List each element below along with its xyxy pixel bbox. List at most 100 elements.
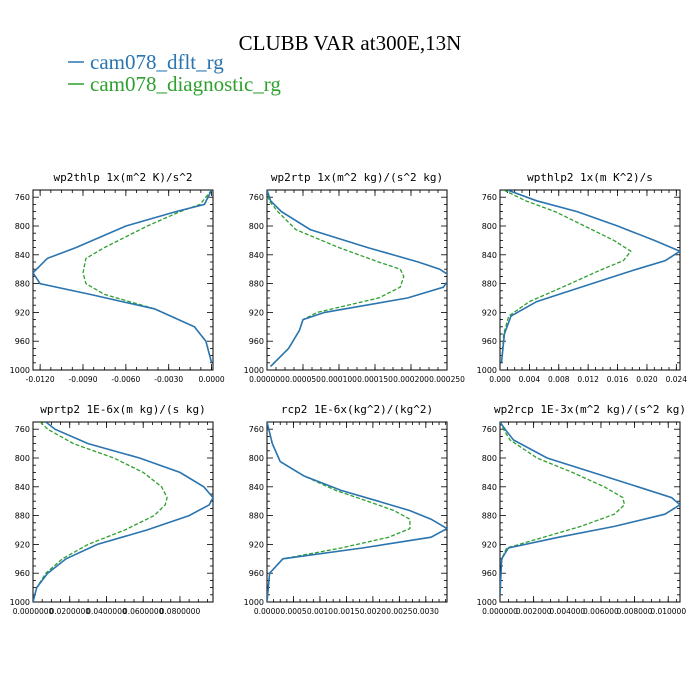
y-tick-label: 840 [249, 251, 264, 260]
y-tick-label: 1000 [477, 366, 497, 375]
panels: wp2thlp 1x(m^2 K)/s^2 760 800 840 880 920 960 1… [10, 171, 688, 616]
y-tick-label: 760 [482, 425, 497, 434]
y-tick-label: 920 [15, 308, 30, 317]
y-tick-label: 920 [15, 540, 30, 549]
y-tick-label: 1000 [244, 598, 264, 607]
series-line-diagnostic [500, 190, 632, 363]
x-tick-label: 0.0000 [198, 375, 224, 384]
series-line-dflt [267, 422, 447, 602]
series-line-dflt [33, 190, 213, 364]
x-tick-label: 0.004000 [549, 607, 585, 616]
panel-frame [499, 421, 681, 603]
y-tick-label: 920 [249, 540, 264, 549]
series-line-diagnostic [267, 422, 411, 602]
series-line-diagnostic [500, 422, 626, 595]
y-tick-label: 760 [15, 193, 30, 202]
panel-1: wp2thlp 1x(m^2 K)/s^2 760 800 840 880 920 960 1… [10, 171, 225, 384]
x-tick-label: -0.0060 [111, 375, 140, 384]
y-tick-label: 800 [15, 454, 30, 463]
y-tick-label: 880 [15, 512, 30, 521]
y-tick-label: 800 [249, 222, 264, 231]
x-tick-label: 0.008000 [617, 607, 653, 616]
x-tick-label: 0.0025 [386, 607, 412, 616]
x-tick-label: 0.0400000 [86, 607, 127, 616]
y-tick-label: 840 [15, 251, 30, 260]
x-tick-label: 0.0000 [254, 607, 280, 616]
panel-title: wpthlp2 1x(m K^2)/s [527, 171, 653, 184]
panel-5: rcp2 1E-6x(kg^2)/(kg^2) 760 800 840 880 920 96… [244, 403, 448, 616]
x-tick-label: 0.012 [577, 375, 599, 384]
x-tick-label: 0.024 [666, 375, 688, 384]
series-line-dflt [500, 190, 680, 363]
series-line-diagnostic [267, 190, 405, 367]
panel-2: wp2rtp 1x(m^2 kg)/(s^2 kg) 760 800 840 880 92… [244, 171, 465, 384]
x-tick-label: -0.0120 [26, 375, 55, 384]
y-tick-label: 800 [482, 222, 497, 231]
panel-title: wp2rcp 1E-3x(m^2 kg)/(s^2 kg) [494, 403, 686, 416]
y-tick-label: 800 [15, 222, 30, 231]
x-tick-label: 0.0800000 [160, 607, 201, 616]
y-tick-label: 1000 [10, 366, 30, 375]
y-tick-label: 840 [15, 483, 30, 492]
panel-6: wp2rcp 1E-3x(m^2 kg)/(s^2 kg) 760 800 840 88… [477, 403, 687, 616]
figure-title: CLUBB VAR at300E,13N [239, 31, 462, 55]
x-tick-label: 0.000050 [285, 375, 321, 384]
y-tick-label: 760 [482, 193, 497, 202]
panel-frame [499, 189, 681, 371]
x-tick-label: 0.000250 [429, 375, 465, 384]
y-tick-label: 1000 [10, 598, 30, 607]
panel-title: rcp2 1E-6x(kg^2)/(kg^2) [281, 403, 433, 416]
y-tick-label: 920 [249, 308, 264, 317]
y-tick-label: 1000 [477, 598, 497, 607]
x-tick-label: 0.016 [607, 375, 629, 384]
y-tick-label: 960 [482, 569, 497, 578]
legend-label-diagnostic: cam078_diagnostic_rg [90, 72, 281, 96]
x-tick-label: 0.000150 [357, 375, 393, 384]
panel-frame [32, 189, 214, 371]
y-tick-label: 760 [249, 193, 264, 202]
panel-title: wp2thlp 1x(m^2 K)/s^2 [53, 171, 192, 184]
y-tick-label: 920 [482, 540, 497, 549]
y-tick-label: 760 [15, 425, 30, 434]
x-tick-label: 0.006000 [583, 607, 619, 616]
x-tick-label: 0.008 [548, 375, 570, 384]
x-tick-label: 0.000000 [482, 607, 518, 616]
y-tick-label: 760 [249, 425, 264, 434]
x-tick-label: 0.000 [489, 375, 511, 384]
y-tick-label: 880 [15, 280, 30, 289]
y-tick-label: 880 [249, 512, 264, 521]
y-tick-label: 1000 [244, 366, 264, 375]
x-tick-label: 0.0005 [280, 607, 306, 616]
legend: cam078_dflt_rg cam078_diagnostic_rg [68, 50, 281, 96]
x-tick-label: 0.0200000 [49, 607, 90, 616]
y-tick-label: 880 [482, 280, 497, 289]
series-line-diagnostic [82, 190, 213, 363]
x-tick-label: 0.004 [519, 375, 541, 384]
y-tick-label: 800 [249, 454, 264, 463]
x-tick-label: 0.0030 [413, 607, 439, 616]
x-tick-label: 0.0020 [360, 607, 386, 616]
y-tick-label: 800 [482, 454, 497, 463]
x-tick-label: 0.0600000 [123, 607, 164, 616]
y-tick-label: 960 [15, 569, 30, 578]
panel-4: wprtp2 1E-6x(m kg)/(s kg) 760 800 840 880 920… [10, 403, 214, 616]
y-tick-label: 920 [482, 308, 497, 317]
panel-title: wprtp2 1E-6x(m kg)/(s kg) [40, 403, 206, 416]
series-line-dflt [33, 422, 213, 602]
x-tick-label: 0.002000 [516, 607, 552, 616]
panel-3: wpthlp2 1x(m K^2)/s 760 800 840 880 920 960 100… [477, 171, 688, 384]
y-tick-label: 880 [249, 280, 264, 289]
x-tick-label: 0.000200 [393, 375, 429, 384]
x-tick-label: 0.0000000 [13, 607, 54, 616]
x-tick-label: 0.0010 [307, 607, 333, 616]
panel-frame [266, 189, 448, 371]
y-tick-label: 840 [482, 483, 497, 492]
y-tick-label: 960 [249, 337, 264, 346]
x-tick-label: 0.000100 [321, 375, 357, 384]
x-tick-label: 0.020 [636, 375, 658, 384]
y-tick-label: 960 [15, 337, 30, 346]
y-tick-label: 880 [482, 512, 497, 521]
y-tick-label: 960 [249, 569, 264, 578]
x-tick-label: 0.000000 [249, 375, 285, 384]
